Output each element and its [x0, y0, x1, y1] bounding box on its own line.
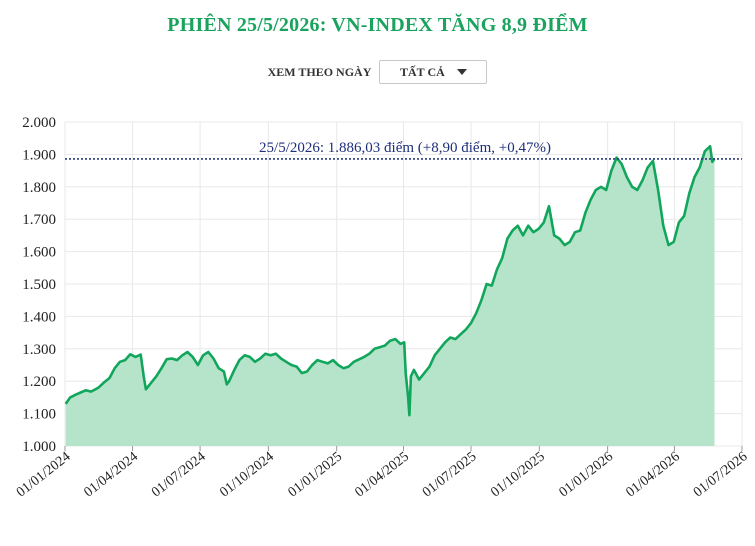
filter-label: XEM THEO NGÀY — [267, 64, 372, 79]
y-tick-label: 1.300 — [22, 342, 56, 358]
date-filter: XEM THEO NGÀY TẤT CẢ — [0, 58, 755, 86]
x-tick-label: 01/07/2026 — [691, 449, 750, 500]
y-tick-label: 1.900 — [22, 147, 56, 163]
annotation-label: 25/5/2026: 1.886,03 điểm (+8,90 điểm, +0… — [259, 140, 551, 156]
y-tick-label: 1.600 — [22, 245, 56, 261]
x-tick-label: 01/07/2024 — [149, 449, 208, 500]
y-tick-label: 1.000 — [22, 439, 56, 455]
y-tick-label: 1.800 — [22, 180, 56, 196]
y-tick-label: 1.100 — [22, 407, 56, 423]
series-area — [65, 146, 715, 447]
y-tick-label: 1.400 — [22, 309, 56, 325]
y-axis: 1.000 1.100 1.200 1.300 1.400 1.500 1.600 1.700… — [22, 115, 56, 455]
range-select-value: TẤT CẢ — [399, 64, 445, 79]
x-tick-label: 01/01/2026 — [557, 449, 616, 500]
range-select[interactable]: TẤT CẢ — [379, 60, 488, 84]
x-tick-label: 01/01/2024 — [14, 449, 73, 500]
y-tick-label: 2.000 — [22, 115, 56, 131]
x-tick-label: 01/10/2025 — [488, 449, 547, 500]
x-tick-label: 01/01/2025 — [286, 449, 345, 500]
y-tick-label: 1.500 — [22, 277, 56, 293]
x-tick-label: 01/04/2024 — [82, 449, 141, 500]
chevron-down-icon — [456, 69, 467, 75]
series-line — [64, 145, 716, 417]
x-tick-label: 01/07/2025 — [420, 449, 479, 500]
y-tick-label: 1.200 — [22, 374, 56, 390]
y-tick-label: 1.700 — [22, 212, 56, 228]
x-tick-label: 01/04/2025 — [352, 449, 411, 500]
x-tick-label: 01/10/2024 — [217, 449, 276, 500]
x-tick-label: 01/04/2026 — [623, 449, 682, 500]
chart-title: PHIÊN 25/5/2026: VN-INDEX TĂNG 8,9 ĐIỂM — [167, 14, 588, 36]
x-axis: 01/01/2024 01/04/2024 01/07/2024 01/10/2024… — [14, 446, 750, 500]
